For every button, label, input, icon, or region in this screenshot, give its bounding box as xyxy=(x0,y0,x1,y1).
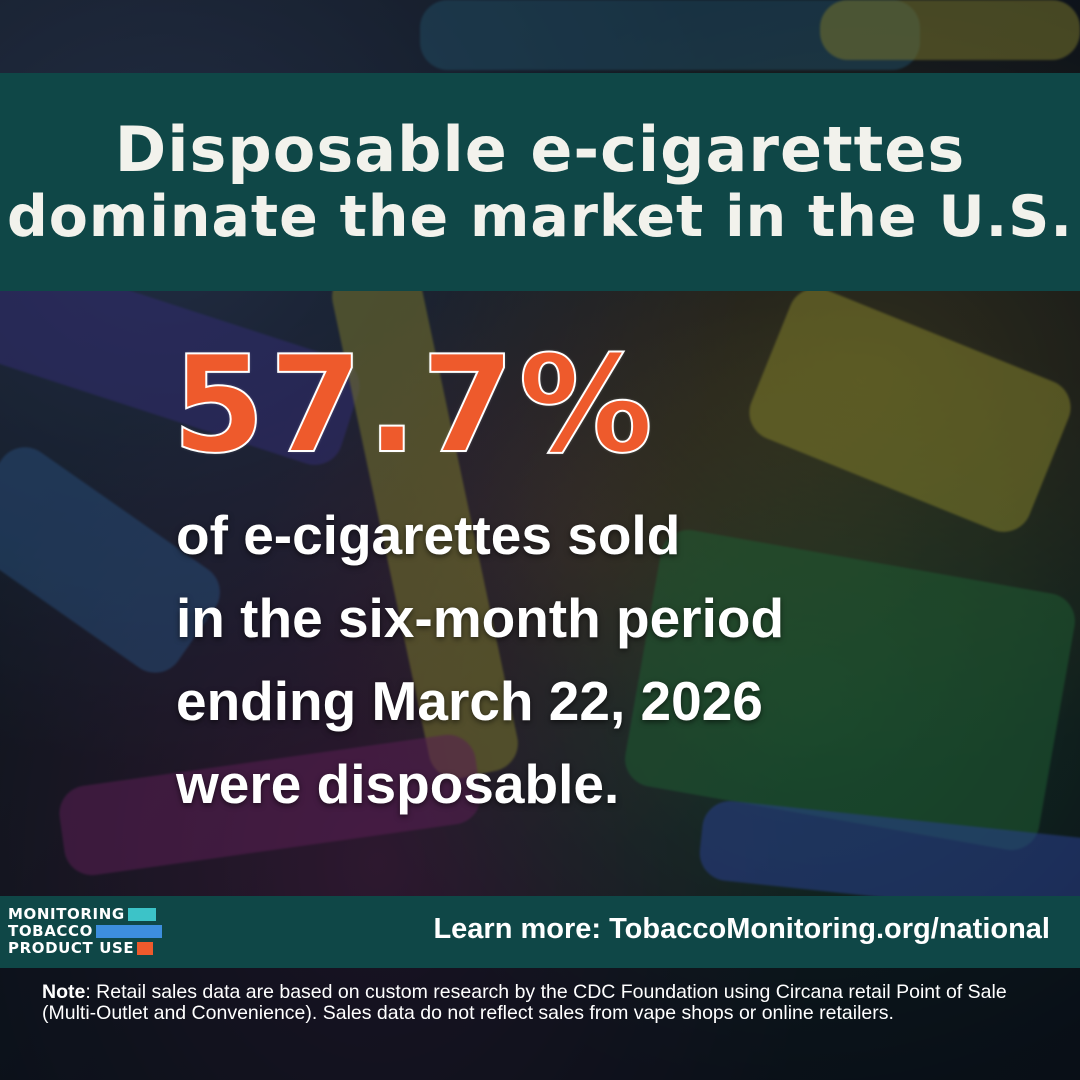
note-text: : Retail sales data are based on custom … xyxy=(42,981,1007,1024)
statistic-line: in the six-month period xyxy=(176,587,785,649)
note-background xyxy=(0,968,1080,1080)
logo-block-icon xyxy=(96,925,162,938)
monitoring-tobacco-product-use-logo: MONITORING TOBACCO PRODUCT USE xyxy=(8,906,198,960)
page-title-line-1: Disposable e-cigarettes xyxy=(114,112,966,186)
logo-word-tobacco: TOBACCO xyxy=(8,922,93,940)
logo-word-product-use: PRODUCT USE xyxy=(8,939,135,957)
statistic-line: of e-cigarettes sold xyxy=(176,504,681,566)
source-note: Note: Retail sales data are based on cus… xyxy=(42,982,1052,1024)
statistic-line: were disposable. xyxy=(176,753,620,815)
statistic-value: 57.7% xyxy=(171,327,657,483)
page-title-line-2: dominate the market in the U.S. xyxy=(6,183,1074,250)
statistic-description: of e-cigarettes sold in the six-month pe… xyxy=(176,494,784,826)
logo-word-monitoring: MONITORING xyxy=(8,905,125,923)
logo-block-icon xyxy=(127,908,156,921)
learn-more-link[interactable]: Learn more: TobaccoMonitoring.org/nation… xyxy=(433,913,1050,945)
logo-block-icon xyxy=(137,942,154,955)
title-banner: Disposable e-cigarettes dominate the mar… xyxy=(0,73,1080,291)
statistic-line: ending March 22, 2026 xyxy=(176,670,763,732)
note-label: Note xyxy=(42,981,86,1003)
footer-bar: MONITORING TOBACCO PRODUCT USE Learn mor… xyxy=(0,896,1080,968)
